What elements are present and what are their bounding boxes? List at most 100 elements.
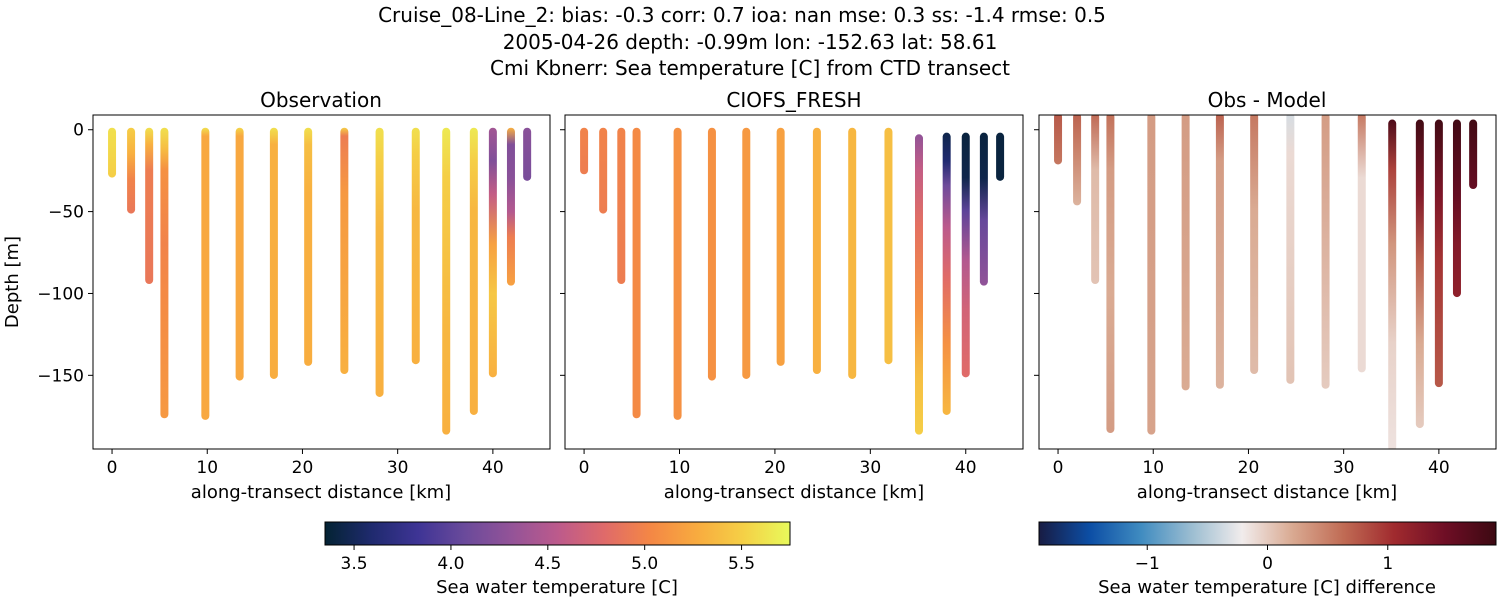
plot-frame xyxy=(1038,114,1497,450)
x-tick-label: 30 xyxy=(860,458,882,478)
colorbar-ticks: 3.5 4.0 4.5 5.0 5.5 xyxy=(341,545,755,574)
x-tick-label: 0 xyxy=(579,458,590,478)
x-axis-ticks: 0 10 20 30 40 xyxy=(107,449,504,478)
colorbar-tick-label: −1 xyxy=(1135,554,1160,574)
cast-column xyxy=(201,127,210,420)
x-tick-label: 40 xyxy=(955,458,977,478)
cast-column xyxy=(304,127,313,366)
cast-column xyxy=(1091,115,1100,284)
x-axis-ticks: 0 10 20 30 40 xyxy=(579,449,977,478)
cast-column xyxy=(1286,115,1295,384)
x-tick-label: 0 xyxy=(1053,458,1064,478)
cast-column xyxy=(488,127,497,378)
cast-column xyxy=(469,127,478,415)
colorbar-tick-label: 1 xyxy=(1382,554,1393,574)
difference-panel: Obs - Model 0 10 20 30 40 along-transect dis… xyxy=(1034,88,1497,503)
figure-title-line-3: Cmi Kbnerr: Sea temperature [C] from CTD… xyxy=(490,56,1010,80)
plot-frame xyxy=(92,114,551,450)
cast-column xyxy=(707,127,716,381)
panel-title: CIOFS_FRESH xyxy=(726,88,861,112)
colorbar-tick-label: 4.0 xyxy=(437,554,464,574)
x-tick-label: 30 xyxy=(387,458,409,478)
x-tick-label: 30 xyxy=(1333,458,1355,478)
y-axis-ticks: 0 −50 −100 −150 xyxy=(37,121,93,386)
cast-column xyxy=(961,132,970,378)
x-axis-ticks: 0 10 20 30 40 xyxy=(1053,449,1450,478)
colorbar-tick-label: 5.5 xyxy=(728,554,755,574)
colorbar-gradient xyxy=(324,521,791,546)
cast-column xyxy=(996,132,1005,181)
colorbar-label: Sea water temperature [C] difference xyxy=(1098,577,1436,598)
model-panel: CIOFS_FRESH 0 10 20 30 40 along-transect dis… xyxy=(560,88,1024,503)
x-tick-label: 40 xyxy=(482,458,504,478)
cast-column xyxy=(506,127,515,286)
cast-column xyxy=(884,127,893,365)
y-axis-ticks xyxy=(560,129,565,376)
cast-column xyxy=(411,127,420,365)
cast-column xyxy=(632,127,641,419)
x-tick-label: 10 xyxy=(1142,458,1164,478)
cast-column xyxy=(1054,115,1063,165)
difference-casts xyxy=(1054,115,1478,449)
cast-column xyxy=(979,132,988,286)
x-axis-label: along-transect distance [km] xyxy=(191,482,451,503)
x-tick-label: 10 xyxy=(196,458,218,478)
cast-column xyxy=(1388,119,1397,449)
colorbar-label: Sea water temperature [C] xyxy=(436,577,678,598)
colorbar-tick-label: 5.0 xyxy=(631,554,658,574)
colorbar-ticks: −1 0 1 xyxy=(1135,545,1393,574)
y-tick-label: 0 xyxy=(73,121,84,141)
cast-column xyxy=(1321,115,1330,389)
cast-column xyxy=(776,127,785,366)
model-casts xyxy=(580,127,1005,435)
cast-column xyxy=(942,132,951,415)
cast-column xyxy=(1106,115,1115,433)
cast-column xyxy=(340,127,349,375)
cast-column xyxy=(617,127,626,284)
cast-column xyxy=(160,127,169,419)
cast-column xyxy=(442,127,451,435)
cast-column xyxy=(1452,119,1461,298)
y-tick-label: −100 xyxy=(37,284,84,304)
cast-column xyxy=(523,127,532,181)
figure-title-line-2: 2005-04-26 depth: -0.99m lon: -152.63 la… xyxy=(503,30,998,54)
cast-column xyxy=(1147,115,1156,435)
cast-column xyxy=(1181,115,1190,391)
cast-column xyxy=(1357,115,1366,373)
cast-column xyxy=(269,127,278,379)
panel-title: Observation xyxy=(260,88,382,112)
cast-column xyxy=(235,127,244,381)
cast-column xyxy=(1215,115,1224,389)
cast-column xyxy=(1469,119,1478,190)
y-axis-ticks xyxy=(1034,129,1039,376)
x-tick-label: 20 xyxy=(764,458,786,478)
colorbar-tick-label: 4.5 xyxy=(534,554,561,574)
cast-column xyxy=(127,127,136,214)
x-axis-label: along-transect distance [km] xyxy=(664,482,924,503)
x-tick-label: 0 xyxy=(107,458,118,478)
cast-column xyxy=(742,127,751,379)
plot-frame xyxy=(564,114,1024,450)
x-tick-label: 10 xyxy=(669,458,691,478)
y-tick-label: −150 xyxy=(37,366,84,386)
x-tick-label: 20 xyxy=(292,458,314,478)
temperature-colorbar: 3.5 4.0 4.5 5.0 5.5 Sea water temperature [C… xyxy=(324,521,791,598)
cast-column xyxy=(1073,115,1082,206)
x-axis-label: along-transect distance [km] xyxy=(1137,482,1397,503)
cast-column xyxy=(580,127,589,175)
difference-colorbar: −1 0 1 Sea water temperature [C] differenc… xyxy=(1038,521,1497,598)
cast-column xyxy=(599,127,608,214)
cast-column xyxy=(848,127,857,379)
cast-column xyxy=(145,127,154,284)
cast-column xyxy=(812,127,821,375)
colorbar-gradient xyxy=(1038,521,1497,546)
cast-column xyxy=(1415,119,1424,429)
cast-column xyxy=(1434,119,1443,388)
colorbar-tick-label: 3.5 xyxy=(341,554,368,574)
y-tick-label: −50 xyxy=(48,203,84,223)
figure-title-line-1: Cruise_08-Line_2: bias: -0.3 corr: 0.7 i… xyxy=(378,3,1106,27)
y-axis-label: Depth [m] xyxy=(2,236,23,328)
panel-title: Obs - Model xyxy=(1208,88,1327,112)
observation-panel: Observation 0 10 20 30 40 0 −50 −100 −150 along… xyxy=(2,88,551,503)
